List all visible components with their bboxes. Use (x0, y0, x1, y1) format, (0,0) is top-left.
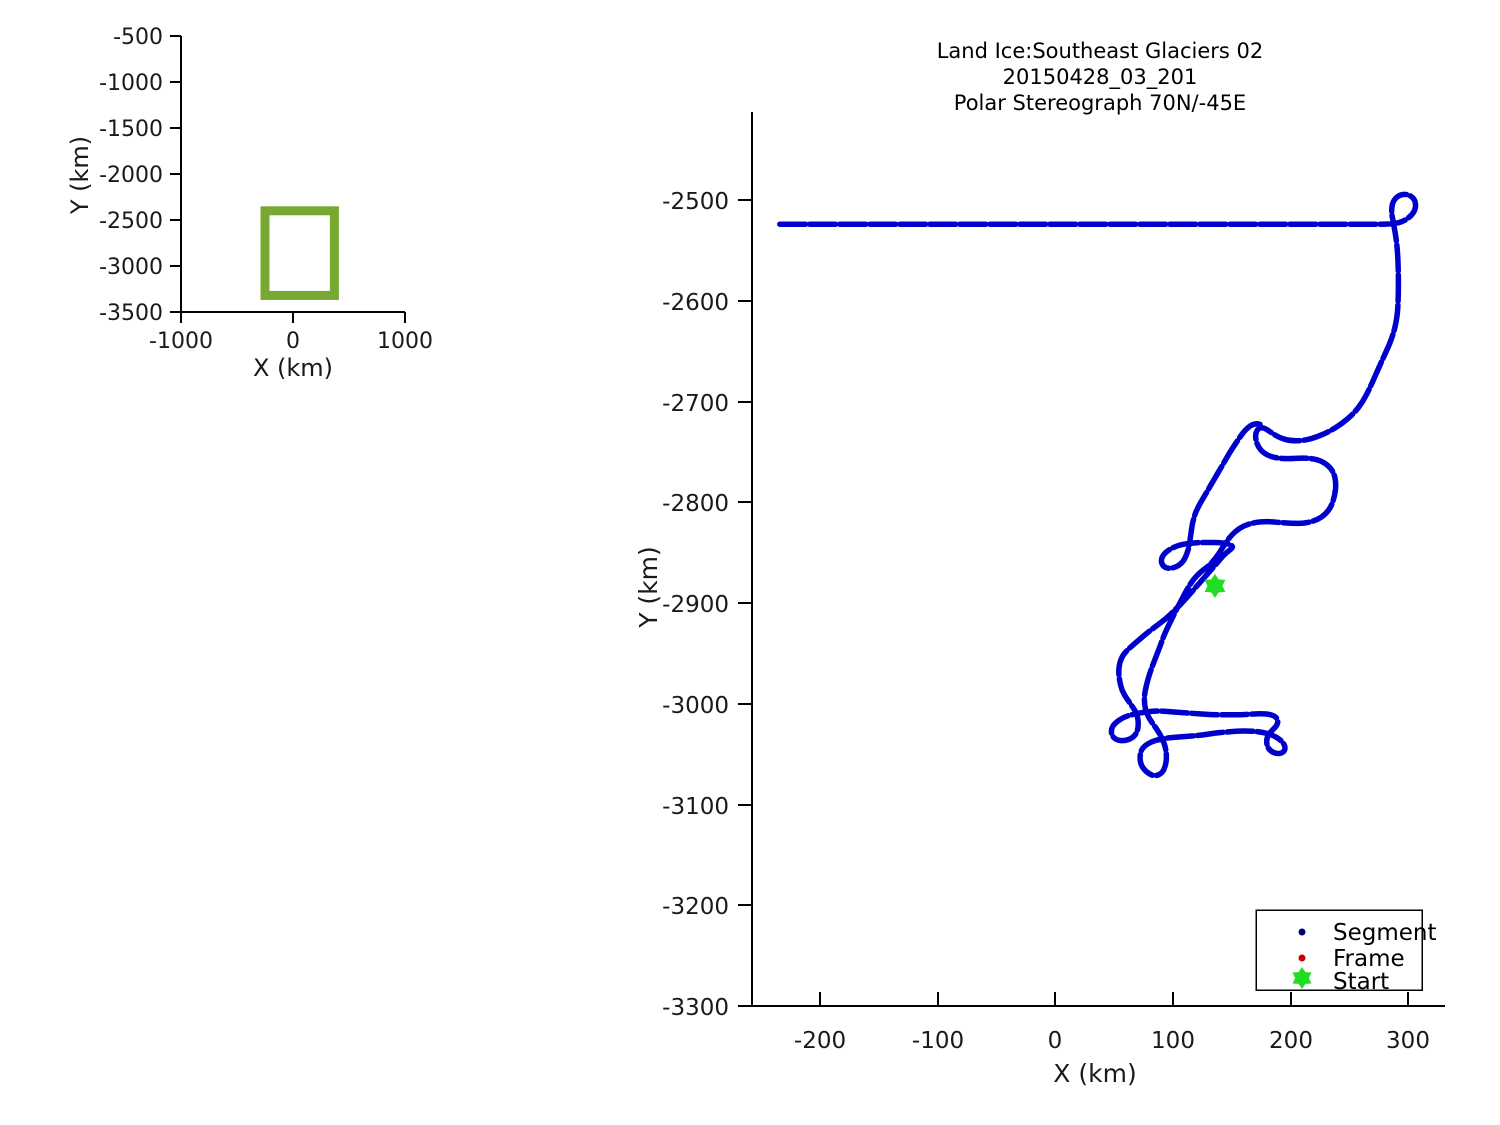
inset-y-ticks (170, 35, 181, 313)
inset-xtick-0: -1000 (149, 329, 213, 354)
main-xaxis-label: X (km) (1053, 1059, 1136, 1088)
main-ytick-6: -3100 (662, 794, 729, 820)
main-ytick-1: -2600 (662, 290, 729, 316)
start-marker (1204, 573, 1226, 598)
inset-ytick-4: -2500 (99, 209, 163, 234)
inset-yaxis-label: Y (km) (66, 136, 94, 215)
main-xtick-1: -100 (912, 1028, 964, 1054)
main-x-ticklabels: -200 -100 0 100 200 300 (794, 1028, 1430, 1054)
legend-start-hexagram-icon (1292, 967, 1312, 989)
inset-axes: -500 -1000 -1500 -2000 -2500 -3000 -3500… (66, 25, 433, 382)
legend: Segment Frame Start (1255, 909, 1437, 995)
inset-xtick-2: 1000 (377, 329, 433, 354)
main-yaxis-label: Y (km) (634, 546, 663, 629)
legend-box (1255, 909, 1423, 991)
inset-ytick-5: -3000 (99, 255, 163, 280)
main-ytick-5: -3000 (662, 693, 729, 719)
main-ytick-4: -2900 (662, 592, 729, 618)
legend-label-frame: Frame (1333, 946, 1405, 972)
legend-marker-start-icon (1292, 967, 1312, 989)
start-marker-icon (1204, 573, 1226, 598)
title-line-2: 20150428_03_201 (1002, 65, 1198, 89)
inset-ytick-6: -3500 (99, 301, 163, 326)
inset-x-ticks (180, 312, 406, 323)
inset-y-ticklabels: -500 -1000 -1500 -2000 -2500 -3000 -3500 (99, 25, 163, 326)
inset-axis-lines (180, 36, 405, 313)
inset-ytick-1: -1000 (99, 71, 163, 96)
roi-rectangle (260, 206, 339, 300)
main-xtick-3: 100 (1151, 1028, 1195, 1054)
main-xtick-0: -200 (794, 1028, 846, 1054)
inset-xtick-1: 0 (286, 329, 300, 354)
inset-ytick-3: -2000 (99, 163, 163, 188)
segment-track-line (777, 191, 1419, 779)
main-y-ticks (738, 199, 752, 1007)
main-axis-lines (751, 112, 1445, 1007)
legend-label-segment: Segment (1333, 920, 1437, 946)
legend-marker-frame-icon (1298, 954, 1306, 962)
main-xtick-5: 300 (1386, 1028, 1430, 1054)
inset-ytick-2: -1500 (99, 117, 163, 142)
main-x-ticks (819, 992, 1409, 1006)
main-xtick-4: 200 (1269, 1028, 1313, 1054)
title-line-3: Polar Stereograph 70N/-45E (953, 91, 1247, 115)
flight-track-group (777, 191, 1419, 779)
inset-xaxis-label: X (km) (253, 354, 333, 382)
main-xtick-2: 0 (1048, 1028, 1063, 1054)
inset-x-ticklabels: -1000 0 1000 (149, 329, 433, 354)
inset-ytick-0: -500 (113, 25, 163, 50)
legend-label-start: Start (1333, 969, 1389, 995)
main-y-ticklabels: -2500 -2600 -2700 -2800 -2900 -3000 -310… (662, 189, 729, 1021)
legend-marker-segment-icon (1298, 928, 1306, 936)
main-ytick-3: -2800 (662, 491, 729, 517)
plot-title: Land Ice:Southeast Glaciers 02 20150428_… (785, 38, 1415, 116)
main-axes: -2500 -2600 -2700 -2800 -2900 -3000 -310… (634, 112, 1445, 1088)
main-ytick-7: -3200 (662, 894, 729, 920)
main-ytick-8: -3300 (662, 995, 729, 1021)
main-ytick-2: -2700 (662, 391, 729, 417)
title-line-1: Land Ice:Southeast Glaciers 02 (936, 39, 1264, 63)
main-ytick-0: -2500 (662, 189, 729, 215)
